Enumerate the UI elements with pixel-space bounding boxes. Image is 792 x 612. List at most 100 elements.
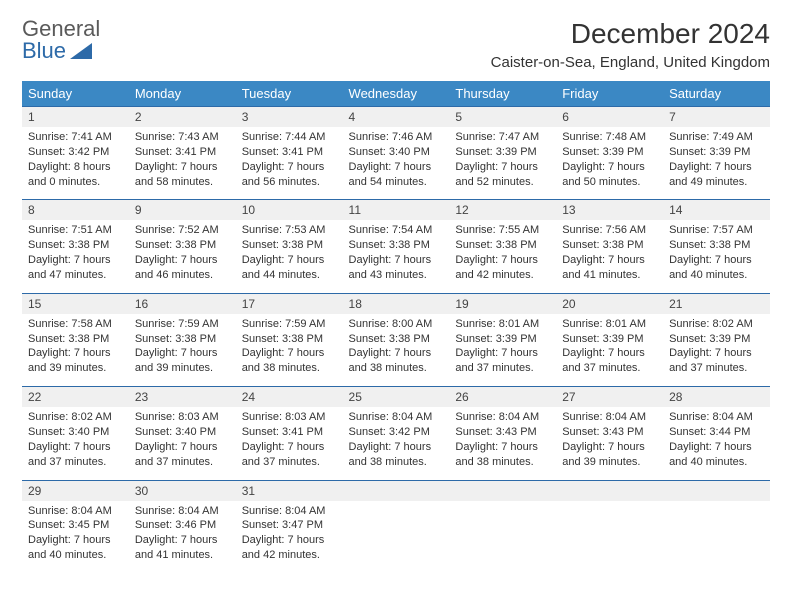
sunrise-text: Sunrise: 8:04 AM [455,410,550,425]
daylight-text-2: and 40 minutes. [28,548,123,563]
sunset-text: Sunset: 3:39 PM [669,145,764,160]
daylight-text-2: and 44 minutes. [242,268,337,283]
daylight-text-2: and 37 minutes. [242,455,337,470]
daylight-text-2: and 46 minutes. [135,268,230,283]
day-number: 26 [449,387,556,408]
sunrise-text: Sunrise: 8:04 AM [669,410,764,425]
sunset-text: Sunset: 3:38 PM [242,238,337,253]
daylight-text-1: Daylight: 7 hours [349,160,444,175]
daylight-text-2: and 42 minutes. [455,268,550,283]
sunrise-text: Sunrise: 7:43 AM [135,130,230,145]
day-cell: Sunrise: 7:55 AMSunset: 3:38 PMDaylight:… [449,220,556,293]
daylight-text-2: and 40 minutes. [669,268,764,283]
sunset-text: Sunset: 3:38 PM [669,238,764,253]
calendar-table: Sunday Monday Tuesday Wednesday Thursday… [22,81,770,573]
day-header: Tuesday [236,81,343,107]
daylight-text-1: Daylight: 7 hours [135,253,230,268]
sunset-text: Sunset: 3:47 PM [242,518,337,533]
day-content-row: Sunrise: 8:02 AMSunset: 3:40 PMDaylight:… [22,407,770,480]
day-cell: Sunrise: 8:04 AMSunset: 3:43 PMDaylight:… [449,407,556,480]
day-content-row: Sunrise: 8:04 AMSunset: 3:45 PMDaylight:… [22,501,770,573]
sunset-text: Sunset: 3:45 PM [28,518,123,533]
day-cell: Sunrise: 8:04 AMSunset: 3:45 PMDaylight:… [22,501,129,573]
day-cell: Sunrise: 8:01 AMSunset: 3:39 PMDaylight:… [449,314,556,387]
daylight-text-2: and 0 minutes. [28,175,123,190]
daylight-text-1: Daylight: 7 hours [28,346,123,361]
day-number: 9 [129,200,236,221]
day-header: Saturday [663,81,770,107]
day-number: 7 [663,107,770,128]
daylight-text-1: Daylight: 7 hours [455,160,550,175]
day-number: 1 [22,107,129,128]
logo-triangle-icon [70,43,92,59]
daylight-text-2: and 54 minutes. [349,175,444,190]
daylight-text-1: Daylight: 7 hours [28,440,123,455]
daylight-text-2: and 41 minutes. [562,268,657,283]
day-cell [556,501,663,573]
day-number: 14 [663,200,770,221]
daylight-text-1: Daylight: 7 hours [455,253,550,268]
day-number [556,480,663,501]
daylight-text-2: and 37 minutes. [669,361,764,376]
sunrise-text: Sunrise: 8:04 AM [28,504,123,519]
daylight-text-1: Daylight: 7 hours [349,346,444,361]
day-header-row: Sunday Monday Tuesday Wednesday Thursday… [22,81,770,107]
day-content-row: Sunrise: 7:51 AMSunset: 3:38 PMDaylight:… [22,220,770,293]
sunrise-text: Sunrise: 8:01 AM [562,317,657,332]
day-cell [449,501,556,573]
day-cell: Sunrise: 7:52 AMSunset: 3:38 PMDaylight:… [129,220,236,293]
daylight-text-2: and 38 minutes. [242,361,337,376]
day-number: 23 [129,387,236,408]
day-number: 20 [556,293,663,314]
daylight-text-2: and 56 minutes. [242,175,337,190]
sunrise-text: Sunrise: 7:57 AM [669,223,764,238]
sunrise-text: Sunrise: 7:54 AM [349,223,444,238]
day-number: 5 [449,107,556,128]
day-content-row: Sunrise: 7:41 AMSunset: 3:42 PMDaylight:… [22,127,770,200]
day-number: 18 [343,293,450,314]
daylight-text-1: Daylight: 7 hours [28,253,123,268]
daylight-text-2: and 39 minutes. [562,455,657,470]
day-number: 16 [129,293,236,314]
daylight-text-1: Daylight: 7 hours [242,440,337,455]
daylight-text-2: and 39 minutes. [135,361,230,376]
sunrise-text: Sunrise: 8:03 AM [135,410,230,425]
sunrise-text: Sunrise: 7:51 AM [28,223,123,238]
sunset-text: Sunset: 3:38 PM [455,238,550,253]
daylight-text-1: Daylight: 7 hours [135,533,230,548]
daylight-text-1: Daylight: 7 hours [562,253,657,268]
day-number: 10 [236,200,343,221]
sunrise-text: Sunrise: 7:47 AM [455,130,550,145]
day-header: Wednesday [343,81,450,107]
sunrise-text: Sunrise: 7:53 AM [242,223,337,238]
sunset-text: Sunset: 3:41 PM [242,425,337,440]
sunset-text: Sunset: 3:46 PM [135,518,230,533]
daylight-text-2: and 39 minutes. [28,361,123,376]
daylight-text-1: Daylight: 7 hours [242,253,337,268]
sunrise-text: Sunrise: 8:00 AM [349,317,444,332]
sunset-text: Sunset: 3:38 PM [135,238,230,253]
day-cell: Sunrise: 8:04 AMSunset: 3:44 PMDaylight:… [663,407,770,480]
sunset-text: Sunset: 3:38 PM [242,332,337,347]
sunrise-text: Sunrise: 7:56 AM [562,223,657,238]
day-number: 4 [343,107,450,128]
daylight-text-2: and 47 minutes. [28,268,123,283]
day-number: 3 [236,107,343,128]
sunset-text: Sunset: 3:40 PM [135,425,230,440]
sunrise-text: Sunrise: 8:02 AM [669,317,764,332]
day-number: 31 [236,480,343,501]
day-cell: Sunrise: 7:58 AMSunset: 3:38 PMDaylight:… [22,314,129,387]
day-number: 25 [343,387,450,408]
sunrise-text: Sunrise: 7:59 AM [135,317,230,332]
day-number [663,480,770,501]
daylight-text-2: and 42 minutes. [242,548,337,563]
day-cell: Sunrise: 7:51 AMSunset: 3:38 PMDaylight:… [22,220,129,293]
sunset-text: Sunset: 3:39 PM [669,332,764,347]
day-cell: Sunrise: 7:47 AMSunset: 3:39 PMDaylight:… [449,127,556,200]
sunrise-text: Sunrise: 8:01 AM [455,317,550,332]
daylight-text-2: and 37 minutes. [562,361,657,376]
day-cell: Sunrise: 8:03 AMSunset: 3:40 PMDaylight:… [129,407,236,480]
day-cell: Sunrise: 7:57 AMSunset: 3:38 PMDaylight:… [663,220,770,293]
sunset-text: Sunset: 3:38 PM [135,332,230,347]
daylight-text-1: Daylight: 7 hours [28,533,123,548]
